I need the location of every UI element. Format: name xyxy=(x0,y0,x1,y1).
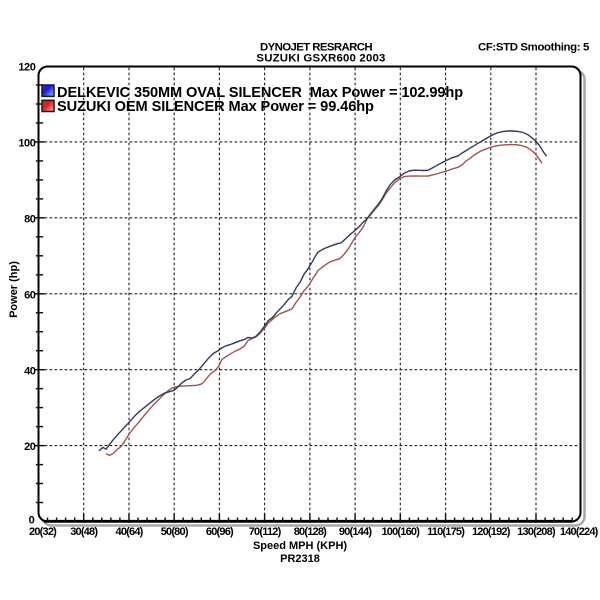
svg-text:Speed MPH (KPH): Speed MPH (KPH) xyxy=(253,540,347,552)
svg-text:80(128): 80(128) xyxy=(294,526,327,538)
svg-text:130(208): 130(208) xyxy=(517,526,556,538)
svg-text:120: 120 xyxy=(18,62,35,74)
svg-text:120(192): 120(192) xyxy=(472,526,511,538)
svg-text:100(160): 100(160) xyxy=(381,526,420,538)
svg-text:60(96): 60(96) xyxy=(206,526,234,538)
svg-text:DELKEVIC 350MM OVAL SILENCER: DELKEVIC 350MM OVAL SILENCER Max Power =… xyxy=(57,85,463,101)
svg-text:60: 60 xyxy=(24,289,36,301)
svg-text:SUZUKI GSXR600 2003: SUZUKI GSXR600 2003 xyxy=(256,53,385,65)
svg-text:CF:STD Smoothing: 5: CF:STD Smoothing: 5 xyxy=(478,41,590,53)
svg-text:70(112): 70(112) xyxy=(249,526,282,538)
svg-text:110(175): 110(175) xyxy=(427,526,465,538)
svg-text:20(32): 20(32) xyxy=(29,526,57,538)
svg-text:SUZUKI OEM SILENCER Max Power: SUZUKI OEM SILENCER Max Power = 99.46hp xyxy=(57,99,374,115)
svg-text:PR2318: PR2318 xyxy=(280,553,320,565)
svg-text:DYNOJET RESRARCH: DYNOJET RESRARCH xyxy=(260,41,372,53)
svg-text:40: 40 xyxy=(24,365,36,377)
svg-text:Power (hp): Power (hp) xyxy=(8,261,20,318)
svg-text:30(48): 30(48) xyxy=(70,526,98,538)
svg-text:0: 0 xyxy=(29,515,35,527)
svg-text:90(144): 90(144) xyxy=(339,526,372,538)
svg-text:50(80): 50(80) xyxy=(161,526,189,538)
svg-text:140(224): 140(224) xyxy=(560,526,599,538)
svg-text:20: 20 xyxy=(24,441,36,453)
svg-text:40(64): 40(64) xyxy=(116,526,144,538)
svg-text:100: 100 xyxy=(18,138,35,150)
svg-text:80: 80 xyxy=(24,213,36,225)
